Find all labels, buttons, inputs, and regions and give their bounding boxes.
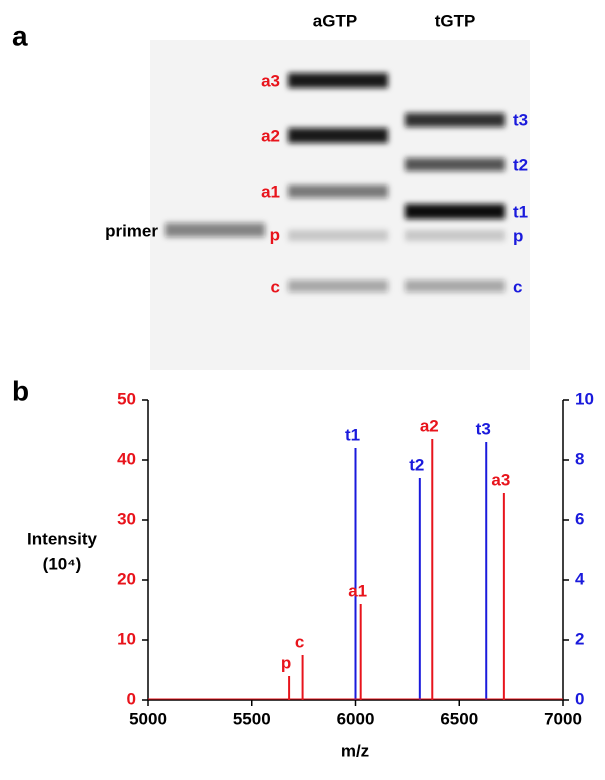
figure: a aGTP tGTP primer a3 a2 a1 p c t3 t2 t1… bbox=[0, 0, 605, 775]
band bbox=[288, 73, 388, 88]
y-axis-unit: (10⁴) bbox=[43, 554, 82, 573]
band-label: t3 bbox=[513, 110, 528, 129]
y2-tick-label: 10 bbox=[575, 389, 594, 408]
y2-tick-label: 2 bbox=[575, 629, 584, 648]
x-tick-label: 5000 bbox=[129, 709, 167, 728]
y-tick-label: 30 bbox=[117, 509, 136, 528]
peak-label: p bbox=[281, 653, 291, 672]
panel-label: b bbox=[12, 375, 29, 406]
y-tick-label: 20 bbox=[117, 569, 136, 588]
peak-label: a1 bbox=[348, 581, 367, 600]
band-label: c bbox=[271, 277, 280, 296]
y-axis-label: Intensity bbox=[27, 529, 97, 548]
y-tick-label: 10 bbox=[117, 629, 136, 648]
y-tick-label: 40 bbox=[117, 449, 136, 468]
y2-tick-label: 4 bbox=[575, 569, 585, 588]
band-label: t1 bbox=[513, 202, 528, 221]
band bbox=[405, 204, 505, 219]
band-label: p bbox=[270, 225, 280, 244]
band bbox=[405, 158, 505, 171]
band-label: c bbox=[513, 277, 522, 296]
band bbox=[405, 280, 505, 292]
band bbox=[288, 230, 388, 241]
band bbox=[288, 280, 388, 292]
peak-label: t2 bbox=[409, 455, 424, 474]
band bbox=[288, 128, 388, 143]
y2-tick-label: 8 bbox=[575, 449, 584, 468]
band-label: a1 bbox=[261, 182, 280, 201]
lane-header: tGTP bbox=[435, 11, 476, 30]
band-label: p bbox=[513, 226, 523, 245]
x-tick-label: 5500 bbox=[233, 709, 271, 728]
peak-label: a3 bbox=[491, 470, 510, 489]
band bbox=[165, 223, 265, 237]
peak-label: a2 bbox=[420, 416, 439, 435]
x-tick-label: 6000 bbox=[337, 709, 375, 728]
x-axis-label: m/z bbox=[341, 741, 369, 760]
peak-label: c bbox=[295, 632, 304, 651]
peak-label: t3 bbox=[476, 419, 491, 438]
y-tick-label: 0 bbox=[127, 689, 136, 708]
band bbox=[405, 113, 505, 127]
primer-label: primer bbox=[105, 221, 158, 240]
y2-tick-label: 0 bbox=[575, 689, 584, 708]
x-tick-label: 6500 bbox=[440, 709, 478, 728]
peak-label: t1 bbox=[345, 425, 360, 444]
y-tick-label: 50 bbox=[117, 389, 136, 408]
band bbox=[288, 185, 388, 198]
y2-tick-label: 6 bbox=[575, 509, 584, 528]
band-label: a2 bbox=[261, 126, 280, 145]
x-tick-label: 7000 bbox=[544, 709, 582, 728]
panel-label: a bbox=[12, 20, 28, 51]
band bbox=[405, 230, 505, 241]
band-label: t2 bbox=[513, 155, 528, 174]
band-label: a3 bbox=[261, 71, 280, 90]
lane-header: aGTP bbox=[313, 11, 357, 30]
